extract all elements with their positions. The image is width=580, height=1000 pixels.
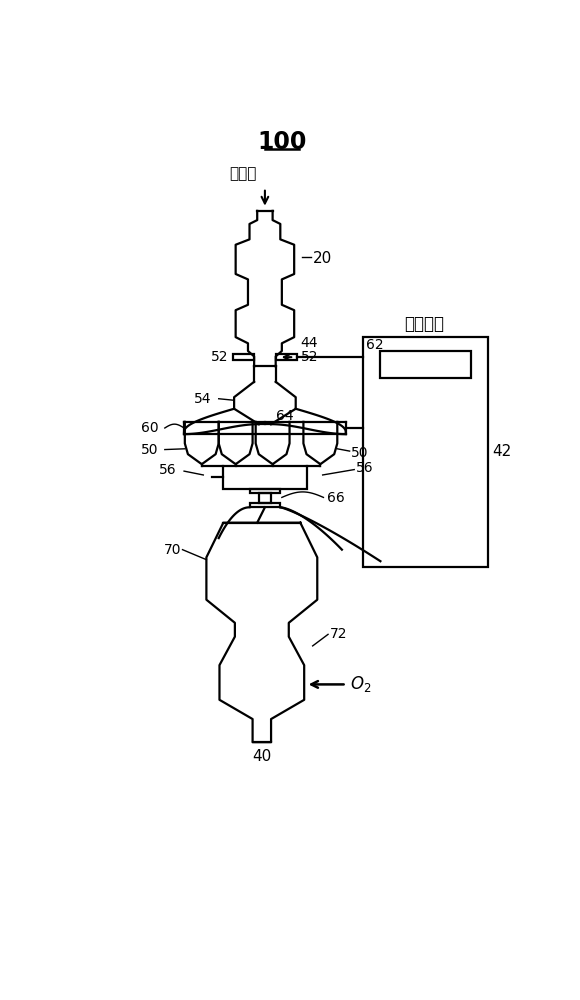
Text: 52: 52 bbox=[301, 350, 318, 364]
Bar bbox=[276, 354, 297, 360]
Text: 50: 50 bbox=[351, 446, 369, 460]
Text: 56: 56 bbox=[356, 461, 374, 475]
Text: 50: 50 bbox=[141, 443, 159, 457]
Text: 44: 44 bbox=[300, 336, 318, 350]
Text: 70: 70 bbox=[164, 543, 181, 557]
Bar bbox=[249, 489, 280, 493]
Text: 72: 72 bbox=[329, 627, 347, 641]
Text: 还原气体: 还原气体 bbox=[404, 315, 444, 333]
Text: 100: 100 bbox=[257, 130, 307, 154]
Bar bbox=[233, 354, 254, 360]
Bar bbox=[249, 503, 280, 507]
Bar bbox=[380, 351, 472, 378]
Text: 56: 56 bbox=[159, 463, 176, 477]
Bar bbox=[223, 466, 307, 489]
Text: 54: 54 bbox=[194, 392, 211, 406]
Text: 20: 20 bbox=[313, 251, 332, 266]
Text: $O_2$: $O_2$ bbox=[350, 674, 372, 694]
Text: 66: 66 bbox=[327, 491, 345, 505]
Text: 40: 40 bbox=[252, 749, 271, 764]
Text: 52: 52 bbox=[211, 350, 229, 364]
Text: 铁矿石: 铁矿石 bbox=[230, 166, 257, 181]
Text: 60: 60 bbox=[141, 421, 159, 435]
Text: 64: 64 bbox=[276, 409, 293, 423]
Text: 62: 62 bbox=[366, 338, 383, 352]
Bar bbox=[362, 337, 488, 567]
Bar bbox=[259, 493, 271, 503]
Text: 42: 42 bbox=[492, 444, 512, 459]
